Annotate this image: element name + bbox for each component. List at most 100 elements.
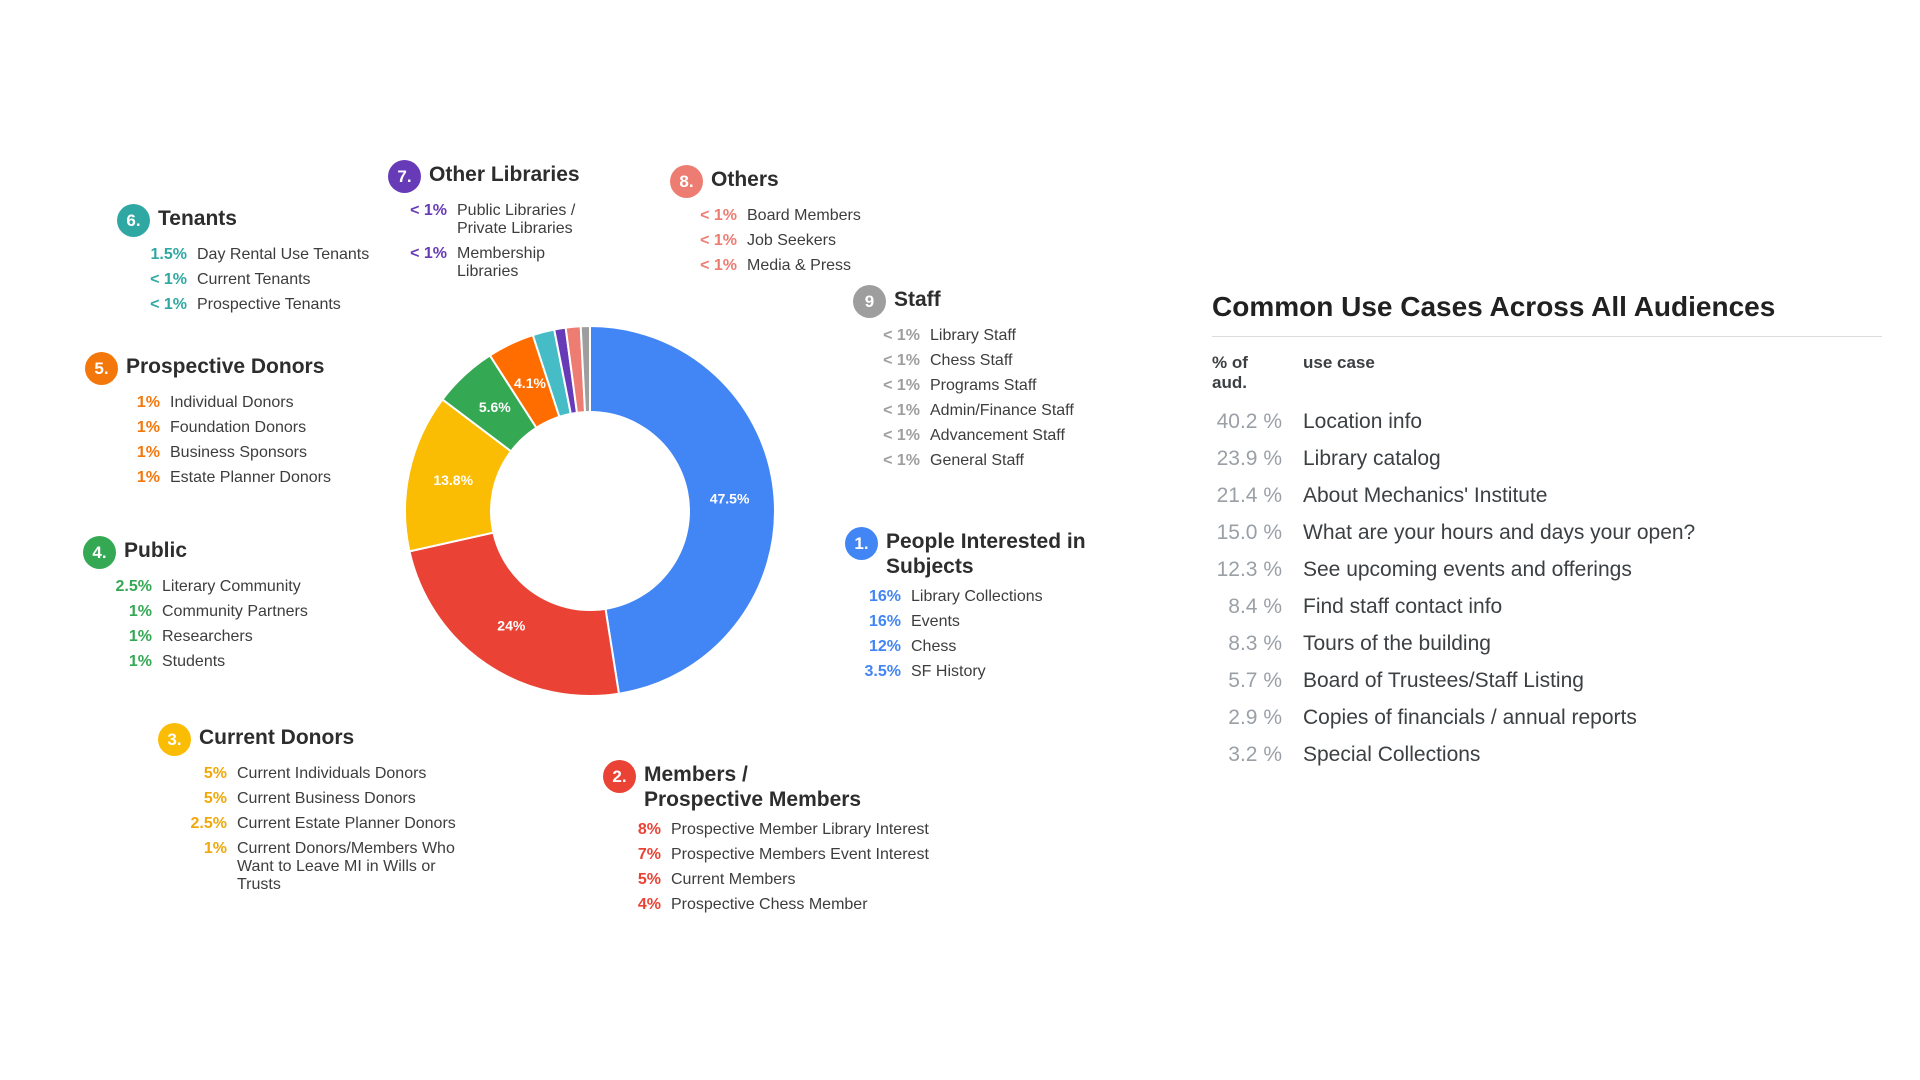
item-percent: < 1% xyxy=(700,232,737,249)
group-title: Other Libraries xyxy=(429,163,580,186)
col-header-use-case: use case xyxy=(1303,353,1375,372)
group-items: 1% Individual Donors 1% Foundation Donors 1%… xyxy=(85,394,331,487)
item-label: Public Libraries / Private Libraries xyxy=(457,202,576,237)
row-use-case: About Mechanics' Institute xyxy=(1303,484,1548,507)
item-percent: 1% xyxy=(136,419,160,436)
group-items: 16% Library Collections 16% Events 12% Chess 3… xyxy=(845,588,1086,681)
row-percent: 8.4 % xyxy=(1228,595,1282,618)
group-items: < 1% Public Libraries / Private Libraries… xyxy=(388,202,580,281)
group-header: 6. Tenants xyxy=(117,204,369,237)
item-label: Programs Staff xyxy=(930,377,1037,394)
legend-item: 5% Current Individuals Donors xyxy=(158,765,456,783)
legend-item: < 1% Prospective Tenants xyxy=(117,296,369,314)
group-number-badge: 3. xyxy=(158,723,191,756)
item-percent: 2.5% xyxy=(190,815,227,832)
item-percent: 12% xyxy=(868,638,901,655)
table-row: 8.3 % Tours of the building xyxy=(1212,632,1882,655)
legend-item: 1% Researchers xyxy=(83,628,308,646)
legend-item: 1% Community Partners xyxy=(83,603,308,621)
item-percent: < 1% xyxy=(410,202,447,219)
legend-item: 1.5% Day Rental Use Tenants xyxy=(117,246,370,264)
item-percent: < 1% xyxy=(150,296,187,313)
group-items: 8% Prospective Member Library Interest 7% P… xyxy=(603,821,929,914)
legend-item: 2.5% Current Estate Planner Donors xyxy=(158,815,456,833)
item-percent: < 1% xyxy=(410,245,447,262)
legend-item: < 1% Advancement Staff xyxy=(853,427,1074,445)
item-percent: < 1% xyxy=(883,327,920,344)
legend-group-9: 9 Staff < 1% Library Staff < 1% Chess Staff < … xyxy=(853,285,1074,477)
item-label: Chess Staff xyxy=(930,352,1013,369)
item-percent: 1% xyxy=(203,840,227,857)
item-percent: 5% xyxy=(203,765,227,782)
item-label: Literary Community xyxy=(162,578,301,595)
legend-item: 16% Library Collections xyxy=(845,588,1086,606)
legend-item: < 1% Membership Libraries xyxy=(388,245,580,281)
table-rows: 40.2 % Location info 23.9 % Library catalog… xyxy=(1212,410,1882,766)
item-percent: 7% xyxy=(637,846,661,863)
group-number-badge: 6. xyxy=(117,204,150,237)
group-number-badge: 1. xyxy=(845,527,878,560)
group-header: 7. Other Libraries xyxy=(388,160,580,193)
legend-item: 1% Foundation Donors xyxy=(85,419,331,437)
legend-item: 16% Events xyxy=(845,613,1086,631)
item-percent: < 1% xyxy=(883,402,920,419)
table-row: 12.3 % See upcoming events and offerings xyxy=(1212,558,1882,581)
legend-item: 1% Business Sponsors xyxy=(85,444,331,462)
item-percent: < 1% xyxy=(883,427,920,444)
group-title: Staff xyxy=(894,288,941,311)
table-row: 8.4 % Find staff contact info xyxy=(1212,595,1882,618)
legend-group-5: 5. Prospective Donors 1% Individual Donors 1… xyxy=(85,352,331,494)
title-divider xyxy=(1212,336,1882,337)
item-label: Current Members xyxy=(671,871,796,888)
row-use-case: Find staff contact info xyxy=(1303,595,1503,618)
item-label: Chess xyxy=(911,638,957,655)
group-header: 3. Current Donors xyxy=(158,723,456,756)
row-use-case: Board of Trustees/Staff Listing xyxy=(1303,669,1584,692)
item-label: Current Business Donors xyxy=(237,790,416,807)
item-percent: < 1% xyxy=(883,452,920,469)
group-number-badge: 2. xyxy=(603,760,636,793)
item-percent: 16% xyxy=(868,588,901,605)
row-percent: 5.7 % xyxy=(1228,669,1282,692)
item-label: SF History xyxy=(911,663,986,680)
row-percent: 40.2 % xyxy=(1216,410,1282,433)
row-percent: 12.3 % xyxy=(1216,558,1282,581)
group-number-badge: 4. xyxy=(83,536,116,569)
item-label: Job Seekers xyxy=(747,232,836,249)
row-percent: 3.2 % xyxy=(1228,743,1282,766)
item-label: Individual Donors xyxy=(170,394,294,411)
legend-item: < 1% Programs Staff xyxy=(853,377,1074,395)
table-row: 2.9 % Copies of financials / annual repor… xyxy=(1212,706,1882,729)
item-percent: 1% xyxy=(128,603,152,620)
item-label: Estate Planner Donors xyxy=(170,469,331,486)
item-percent: 1% xyxy=(128,653,152,670)
item-percent: < 1% xyxy=(150,271,187,288)
group-number-badge: 7. xyxy=(388,160,421,193)
donut-hole xyxy=(490,411,690,611)
legend-item: 2.5% Literary Community xyxy=(83,578,308,596)
item-percent: 2.5% xyxy=(115,578,152,595)
group-items: 1.5% Day Rental Use Tenants < 1% Current Te… xyxy=(117,246,369,314)
legend-group-4: 4. Public 2.5% Literary Community 1% Communit… xyxy=(83,536,308,678)
item-label: Current Individuals Donors xyxy=(237,765,427,782)
group-header: 9 Staff xyxy=(853,285,1074,318)
legend-item: 5% Current Business Donors xyxy=(158,790,456,808)
row-use-case: Tours of the building xyxy=(1303,632,1491,655)
legend-item: < 1% Media & Press xyxy=(670,257,861,275)
legend-item: 4% Prospective Chess Member xyxy=(603,896,929,914)
item-percent: 1.5% xyxy=(150,246,187,263)
group-title: Prospective Donors xyxy=(126,355,325,378)
legend-item: < 1% Job Seekers xyxy=(670,232,861,250)
group-header: 8. Others xyxy=(670,165,861,198)
table-row: 21.4 % About Mechanics' Institute xyxy=(1212,484,1882,507)
group-header: 5. Prospective Donors xyxy=(85,352,331,385)
legend-item: 1% Individual Donors xyxy=(85,394,331,412)
item-label: Students xyxy=(162,653,226,670)
group-items: 2.5% Literary Community 1% Community Partne… xyxy=(83,578,308,671)
item-percent: 8% xyxy=(637,821,661,838)
legend-group-3: 3. Current Donors 5% Current Individuals Do… xyxy=(158,723,456,901)
table-row: 15.0 % What are your hours and days your … xyxy=(1212,521,1882,544)
item-percent: 5% xyxy=(203,790,227,807)
item-label: Advancement Staff xyxy=(930,427,1065,444)
